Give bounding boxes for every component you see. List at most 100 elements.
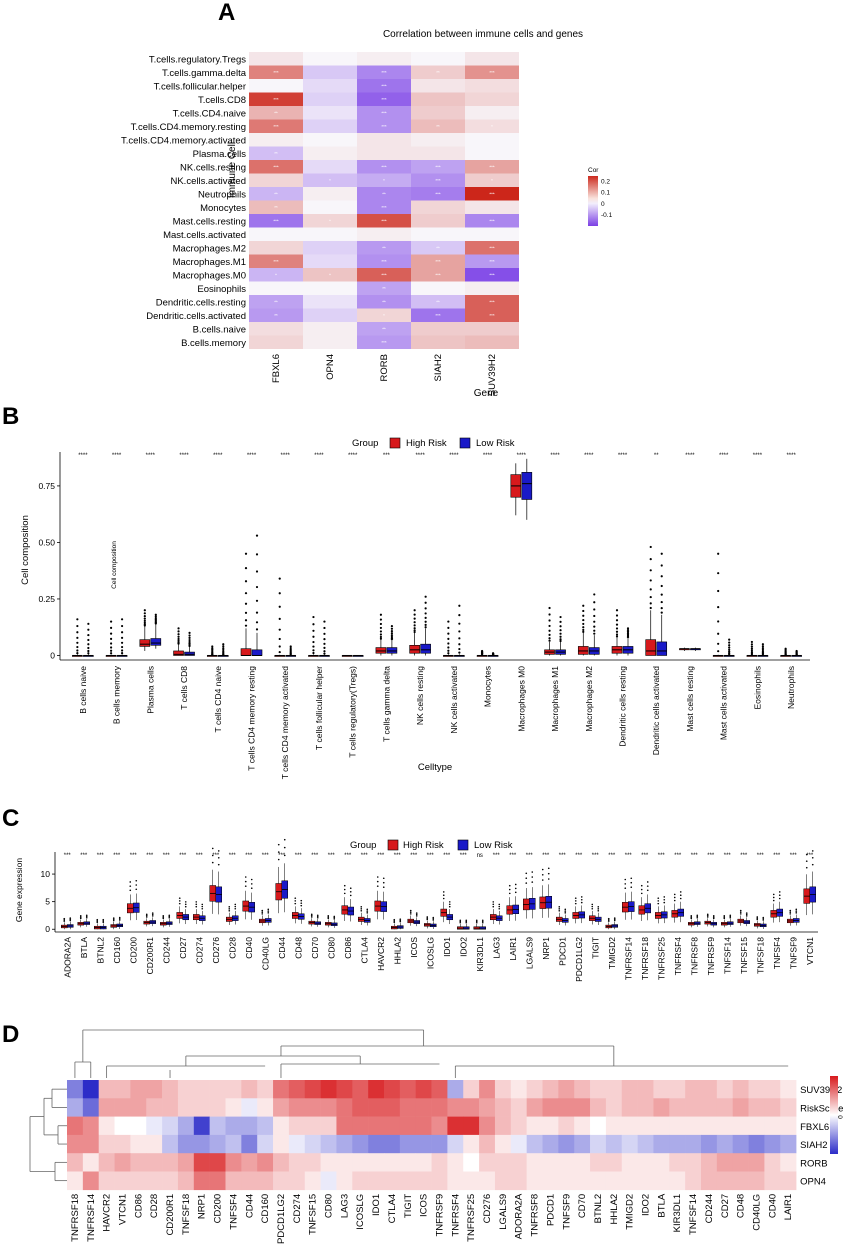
panel-a-cell: [303, 160, 357, 174]
panel-b-box-high-outlier: [548, 613, 551, 616]
panel-a-cell-sig: ***: [381, 205, 387, 210]
panel-c-box-low-outlier: [679, 897, 682, 900]
panel-d-cell: [653, 1098, 670, 1117]
panel-c-sig: ***: [130, 853, 138, 859]
panel-d-cell: [368, 1080, 385, 1099]
panel-b-box-low-outlier: [222, 647, 225, 650]
panel-d-cell: [701, 1116, 718, 1136]
panel-d-cell: [479, 1116, 496, 1136]
panel-c-box-low-outlier: [795, 908, 798, 911]
panel-b-legend-high-swatch: [389, 437, 401, 449]
panel-c-legend-low-swatch: [457, 839, 469, 851]
panel-b-box-low-outlier: [424, 607, 427, 610]
panel-a-row-label: Plasma.cells: [193, 149, 247, 160]
panel-b-sig: ****: [281, 453, 291, 459]
panel-d-dendrograms: [29, 1029, 789, 1182]
panel-b-category: T cells regulatory(Tregs): [348, 666, 358, 758]
panel-d-col-label: CD244: [704, 1194, 715, 1224]
panel-b-box-low-outlier: [154, 613, 157, 616]
panel-b-box-high-outlier: [750, 649, 754, 652]
panel-b-box-low-outlier: [390, 627, 394, 630]
panel-b-box-high-outlier: [649, 588, 652, 591]
panel-a-cell: [465, 92, 519, 106]
panel-b-box-high-outlier: [211, 645, 214, 648]
panel-b-sig: ****: [786, 453, 796, 459]
panel-c-box-low-outlier: [168, 916, 171, 919]
panel-c-sig: ***: [641, 853, 649, 859]
panel-d-cell: [494, 1153, 512, 1172]
panel-c-category: CD244: [161, 937, 171, 964]
panel-c-category: ADORA2A: [62, 937, 72, 978]
panel-d-cell: [558, 1080, 575, 1099]
panel-a-cell-sig: **: [274, 110, 278, 115]
panel-d-col-label: CD160: [260, 1194, 271, 1224]
panel-a-cell: [465, 133, 519, 147]
panel-b-category: Mast cells activated: [719, 666, 729, 740]
panel-d-cell: [415, 1098, 432, 1117]
panel-c-box-high-outlier: [442, 894, 445, 897]
panel-c-box-high-outlier: [690, 915, 693, 917]
panel-d-col-label: TNFRSF4: [450, 1194, 461, 1237]
panel-b-box-low-outlier: [390, 634, 394, 637]
panel-c-sig: ***: [707, 853, 715, 859]
panel-c-box-high-outlier: [310, 914, 313, 917]
panel-c-sig: ***: [410, 853, 418, 859]
panel-a-cell: [465, 52, 519, 66]
panel-a-cell-sig: ***: [381, 164, 387, 169]
panel-c-category: NRP1: [541, 937, 551, 960]
panel-c-box-high-outlier: [525, 877, 528, 879]
panel-b-box-low-outlier: [154, 617, 157, 620]
panel-c-category: ICOSLG: [425, 937, 435, 969]
panel-a-cell: [357, 173, 411, 187]
panel-a-legend-tick: 0.1: [601, 190, 610, 197]
panel-a-cell-sig: ***: [435, 191, 441, 196]
panel-c-box-low-outlier: [118, 916, 121, 919]
panel-b-box-low-outlier: [458, 637, 461, 640]
panel-c-category: CD40LG: [260, 937, 270, 970]
panel-c-category: TNFSF18: [755, 937, 765, 974]
panel-b-box-high-outlier: [76, 618, 79, 621]
panel-c-sig: ***: [493, 853, 501, 859]
panel-d-col-label: CD40: [767, 1194, 778, 1218]
panel-c-box-high-outlier: [112, 918, 115, 921]
panel-c-sig: ***: [509, 853, 517, 859]
panel-d-cell: [780, 1080, 797, 1099]
panel-b-box-low-outlier: [120, 645, 124, 649]
panel-c-box-high-outlier: [673, 893, 676, 896]
panel-c-box-low-outlier: [85, 914, 88, 917]
panel-b-box-low-outlier: [424, 601, 427, 604]
panel-d-cell: [764, 1098, 781, 1117]
panel-b-box-high-outlier: [211, 646, 214, 650]
panel-d-cell: [304, 1153, 321, 1172]
panel-d-col-label: LGALS9: [498, 1194, 509, 1230]
panel-c-box-high-outlier: [162, 917, 165, 920]
panel-c-box-low-outlier: [85, 916, 88, 919]
panel-a-cell: [303, 308, 357, 322]
panel-a-cell-sig: *: [275, 272, 277, 277]
panel-d-col-label: TNFSF15: [308, 1194, 319, 1235]
panel-a-cell: [357, 322, 411, 336]
panel-d-col-label: IDO1: [371, 1194, 382, 1216]
panel-a-row-label: Mast.cells.activated: [163, 230, 246, 241]
panel-d-cell: [716, 1098, 733, 1117]
panel-b-box-high-outlier: [615, 627, 619, 630]
panel-c-box-low-outlier: [729, 915, 732, 918]
panel-a-ylabel: Immune Cell: [227, 142, 238, 198]
panel-d-cell: [558, 1171, 575, 1191]
panel-d-col-label: HAVCR2: [102, 1194, 113, 1232]
panel-b-box-high-outlier: [413, 621, 416, 624]
panel-b-box-high-outlier: [649, 558, 652, 561]
panel-c-sig: ***: [790, 853, 798, 859]
panel-c-box-high-outlier: [244, 880, 247, 883]
panel-b-category: Macrophages M2: [584, 666, 594, 732]
panel-a-cell-sig: **: [436, 299, 440, 304]
panel-c-box-high-outlier: [327, 915, 330, 917]
panel-c-sig: ns: [477, 853, 483, 859]
panel-c-box-high-outlier: [211, 847, 214, 850]
panel-a-cell: [465, 106, 519, 120]
panel-c-box-low-outlier: [349, 887, 352, 890]
panel-d-cell: [621, 1116, 638, 1136]
panel-d-cell: [431, 1134, 448, 1154]
panel-c-category: IDO2: [458, 937, 468, 957]
panel-c-box-high-outlier: [607, 917, 610, 920]
